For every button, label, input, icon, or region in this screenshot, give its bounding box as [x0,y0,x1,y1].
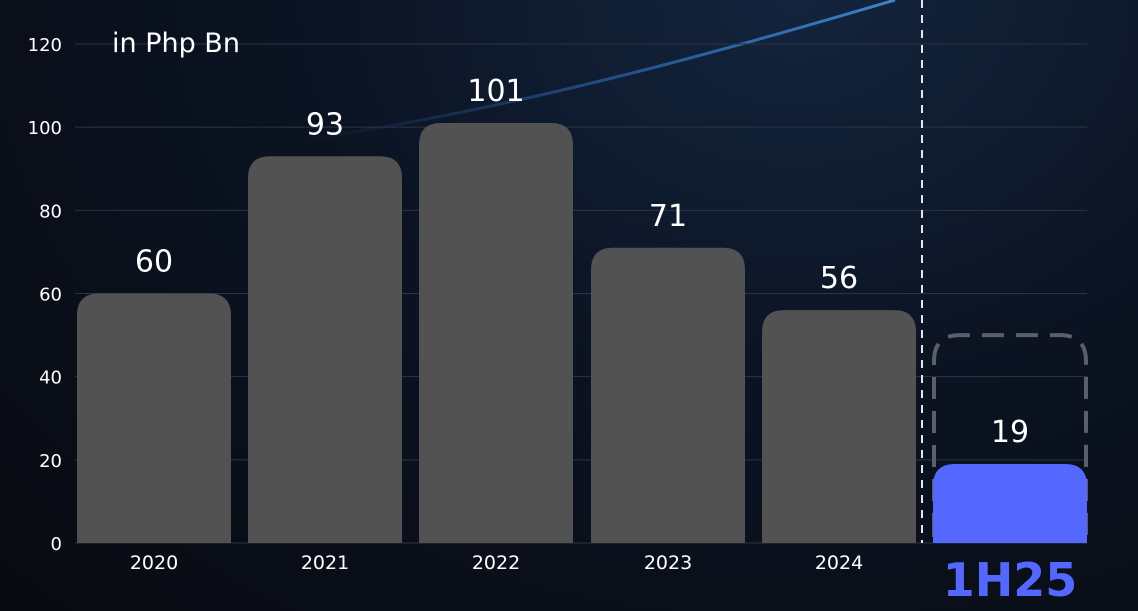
bar [77,294,231,544]
bar [419,123,573,543]
category-label: 2023 [644,552,692,574]
y-tick-label: 100 [28,118,62,139]
unit-label: in Php Bn [112,28,240,59]
data-label: 93 [306,107,344,142]
y-tick-label: 120 [28,35,62,56]
bar [762,310,916,543]
y-tick-label: 80 [39,201,62,222]
data-label: 19 [991,415,1029,450]
data-label: 56 [820,261,858,296]
category-label-highlight: 1H25 [943,553,1078,607]
y-tick-label: 0 [51,534,62,555]
category-label: 2020 [130,552,178,574]
data-label: 60 [135,245,173,280]
bar [591,248,745,543]
y-tick-label: 60 [39,285,62,306]
category-label: 2024 [815,552,863,574]
decorative-arc [300,0,895,140]
data-label: 71 [649,199,687,234]
bar-highlight [933,464,1087,543]
category-label: 2021 [301,552,349,574]
data-label: 101 [467,74,524,109]
bar [248,156,402,543]
category-label: 2022 [472,552,520,574]
y-tick-label: 20 [39,451,62,472]
y-tick-label: 40 [39,368,62,389]
